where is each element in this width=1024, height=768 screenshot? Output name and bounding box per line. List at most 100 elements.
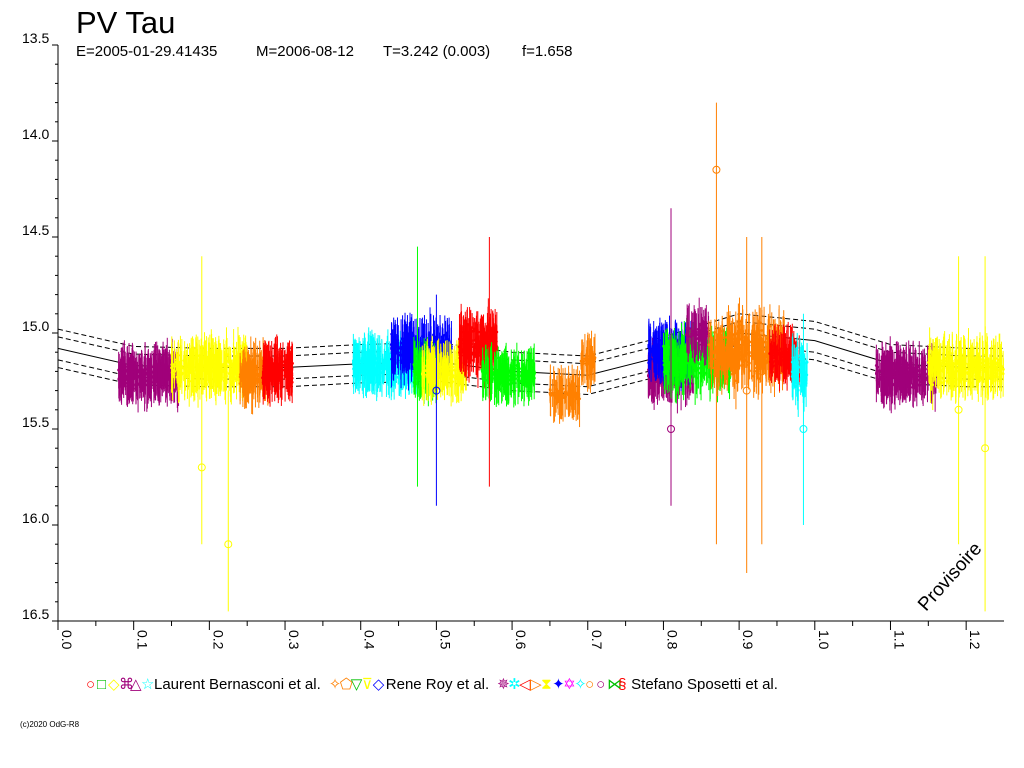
data-point — [155, 369, 159, 372]
data-point — [162, 370, 166, 374]
data-point — [471, 329, 475, 333]
data-point — [563, 396, 567, 400]
data-point — [404, 336, 408, 339]
data-point — [581, 362, 585, 366]
data-point — [272, 366, 276, 370]
data-point — [205, 369, 209, 373]
data-point — [408, 335, 412, 338]
data-point — [571, 395, 575, 399]
data-point — [125, 376, 129, 379]
data-point — [204, 374, 208, 377]
ephemeris-epoch: E=2005-01-29.41435 — [76, 43, 217, 60]
data-point — [366, 364, 369, 368]
data-point — [451, 374, 455, 377]
data-point — [143, 366, 147, 370]
data-point — [196, 375, 200, 379]
data-point — [370, 356, 374, 360]
data-point — [284, 366, 287, 370]
data-point — [524, 375, 528, 378]
data-point — [136, 370, 140, 374]
data-point — [138, 369, 142, 372]
data-point — [397, 347, 401, 350]
data-point — [495, 374, 499, 378]
data-point — [399, 361, 403, 365]
ephemeris-frequency: f=1.658 — [522, 43, 572, 60]
data-point — [149, 371, 153, 375]
data-point — [172, 363, 176, 366]
data-point — [190, 368, 194, 371]
data-point — [491, 326, 495, 330]
data-point — [353, 360, 357, 364]
data-point — [247, 379, 251, 383]
data-point — [515, 364, 519, 368]
data-point — [229, 375, 233, 379]
data-point — [443, 365, 447, 369]
data-point — [531, 370, 535, 374]
data-point — [647, 343, 651, 347]
data-point — [422, 375, 426, 379]
data-point — [189, 358, 192, 362]
data-point — [403, 347, 407, 351]
data-point — [377, 365, 380, 369]
data-point — [278, 367, 282, 371]
data-point — [467, 349, 471, 353]
data-point — [512, 372, 516, 376]
data-point — [508, 374, 512, 378]
data-point — [208, 369, 211, 372]
data-point — [383, 361, 387, 364]
data-point — [180, 372, 183, 375]
data-point — [393, 348, 396, 352]
data-point — [216, 363, 220, 367]
data-point — [361, 356, 365, 360]
data-point — [156, 378, 160, 382]
data-point — [586, 361, 589, 365]
data-point — [252, 366, 256, 370]
data-point — [225, 364, 229, 368]
data-point — [220, 369, 224, 373]
data-point — [167, 372, 171, 376]
data-point — [521, 374, 524, 378]
data-point — [552, 393, 556, 396]
data-point — [118, 368, 121, 372]
data-point — [658, 353, 662, 357]
data-point — [475, 354, 479, 358]
data-point — [440, 375, 444, 379]
data-point — [243, 375, 246, 378]
data-point — [258, 366, 262, 369]
data-point — [587, 358, 591, 362]
data-point — [402, 352, 406, 355]
data-point — [381, 366, 385, 370]
data-point — [179, 354, 182, 357]
data-point — [478, 344, 482, 348]
data-point — [266, 362, 270, 365]
data-point — [235, 357, 238, 361]
data-point — [591, 356, 594, 359]
data-point — [549, 394, 553, 397]
data-point — [410, 349, 414, 352]
data-point — [262, 371, 266, 375]
data-series — [261, 334, 294, 407]
data-point — [470, 343, 473, 346]
data-point — [391, 350, 394, 353]
data-point — [129, 369, 133, 373]
data-point — [222, 376, 226, 379]
data-point — [185, 366, 188, 369]
data-point — [577, 394, 580, 398]
data-point — [128, 377, 132, 381]
data-point — [374, 371, 378, 375]
data-point — [355, 364, 359, 368]
data-point — [446, 372, 449, 375]
data-point — [198, 368, 201, 372]
data-point — [174, 360, 178, 364]
data-point — [448, 372, 452, 376]
ephemeris-maximum: M=2006-08-12 — [256, 43, 354, 60]
data-point — [443, 333, 447, 337]
data-point — [170, 371, 174, 375]
data-point — [427, 369, 431, 373]
data-point — [453, 368, 457, 372]
data-point — [290, 380, 294, 384]
data-series — [548, 364, 581, 428]
chart-title: PV Tau — [76, 5, 175, 40]
data-point — [471, 358, 475, 362]
